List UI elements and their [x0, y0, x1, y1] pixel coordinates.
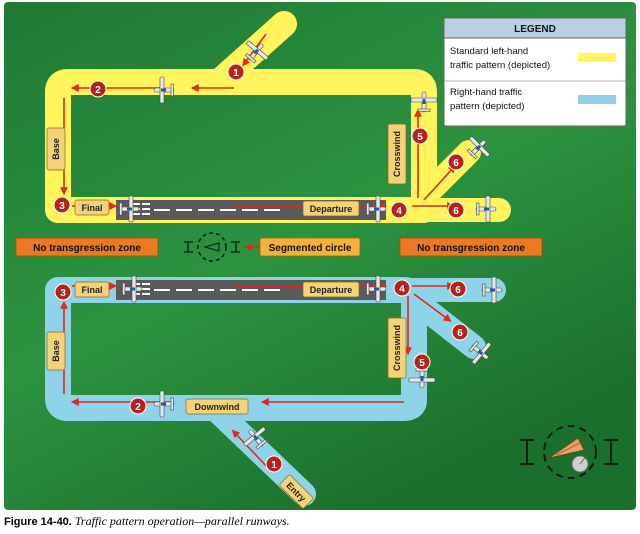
- marker-5-lower: 5: [413, 353, 431, 371]
- marker-5-upper: 5: [411, 127, 429, 145]
- departure-label-upper: Departure: [310, 204, 353, 214]
- figure-number: Figure 14-40.: [4, 516, 72, 528]
- marker-2-upper: 2: [89, 80, 107, 98]
- marker-2-lower-label: 2: [135, 402, 141, 413]
- marker-6-lower-straight: 6: [449, 280, 467, 298]
- legend-left-hand-swatch: [578, 53, 616, 62]
- legend-title: LEGEND: [514, 24, 556, 35]
- marker-6-lower-diagonal-label: 6: [457, 328, 463, 339]
- no-transgression-zones: No transgression zone No transgression z…: [15, 237, 543, 257]
- marker-4-upper-label: 4: [396, 206, 402, 217]
- segmented-circle-label: Segmented circle: [269, 243, 352, 254]
- marker-4-lower: 4: [393, 279, 411, 297]
- figure-caption: Figure 14-40. Traffic pattern operation—…: [4, 514, 290, 529]
- marker-3-upper-label: 3: [59, 201, 65, 212]
- marker-6-upper-straight: 6: [447, 201, 465, 219]
- marker-4-upper: 4: [390, 201, 408, 219]
- legend-right-hand-line1: Right-hand traffic: [450, 87, 522, 98]
- legend-left-hand-line2: traffic pattern (depicted): [450, 60, 550, 71]
- marker-6-upper-straight-label: 6: [453, 206, 459, 217]
- marker-1-upper: 1: [227, 63, 245, 81]
- traffic-pattern-diagram: 1 2 3 4 5 6 6 1 2 3 4 5 6 6 Base Final D…: [4, 2, 636, 510]
- base-label-lower: Base: [51, 340, 61, 362]
- marker-1-lower: 1: [265, 455, 283, 473]
- figure-title: Traffic pattern operation—parallel runwa…: [74, 514, 290, 528]
- marker-2-upper-label: 2: [95, 85, 101, 96]
- departure-label-lower: Departure: [310, 285, 353, 295]
- marker-1-upper-label: 1: [233, 68, 239, 79]
- no-transgression-zone-right: No transgression zone: [417, 243, 525, 254]
- legend: LEGEND Standard left-hand traffic patter…: [443, 17, 627, 127]
- segmented-circle-detail-icon: [520, 425, 618, 479]
- left-hand-pattern-path: [45, 69, 437, 223]
- legend-left-hand-line1: Standard left-hand: [450, 46, 528, 57]
- legend-right-hand-swatch: [578, 95, 616, 104]
- marker-3-upper: 3: [53, 196, 71, 214]
- marker-6-lower-straight-label: 6: [455, 285, 461, 296]
- segmented-circle-callout: Segmented circle: [184, 232, 361, 262]
- marker-5-lower-label: 5: [419, 358, 425, 369]
- crosswind-label-upper: Crosswind: [392, 131, 402, 177]
- downwind-label: Downwind: [195, 402, 240, 412]
- base-label-upper: Base: [51, 138, 61, 160]
- marker-6-upper-diagonal-label: 6: [453, 158, 459, 169]
- marker-6-upper-diagonal: 6: [447, 153, 465, 171]
- marker-3-lower-label: 3: [60, 288, 66, 299]
- markers-left-hand: 1 2 3 4 5 6 6: [53, 63, 465, 219]
- marker-6-lower-diagonal: 6: [451, 323, 469, 341]
- marker-5-upper-label: 5: [417, 132, 423, 143]
- crosswind-label-lower: Crosswind: [392, 325, 402, 371]
- markers-right-hand: 1 2 3 4 5 6 6: [54, 279, 469, 473]
- marker-3-lower: 3: [54, 283, 72, 301]
- final-label-upper: Final: [81, 203, 102, 213]
- marker-1-lower-label: 1: [271, 460, 277, 471]
- marker-4-lower-label: 4: [399, 284, 405, 295]
- marker-2-lower: 2: [129, 397, 147, 415]
- no-transgression-zone-left: No transgression zone: [33, 243, 141, 254]
- final-label-lower: Final: [81, 285, 102, 295]
- legend-right-hand-line2: pattern (depicted): [450, 101, 524, 112]
- segmented-circle-icon: [197, 232, 227, 262]
